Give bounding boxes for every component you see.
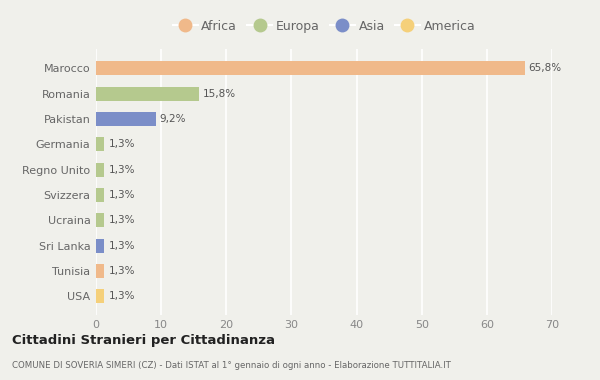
Text: 1,3%: 1,3% — [109, 165, 135, 175]
Bar — [96, 264, 104, 278]
Bar — [96, 138, 104, 151]
Text: 1,3%: 1,3% — [109, 139, 135, 149]
Text: 1,3%: 1,3% — [109, 215, 135, 225]
Text: 1,3%: 1,3% — [109, 241, 135, 251]
Text: 1,3%: 1,3% — [109, 291, 135, 301]
Text: 65,8%: 65,8% — [529, 63, 562, 73]
Bar — [96, 239, 104, 253]
Bar — [96, 87, 199, 101]
Legend: Africa, Europa, Asia, America: Africa, Europa, Asia, America — [167, 15, 481, 38]
Bar — [96, 112, 156, 126]
Bar — [96, 163, 104, 177]
Text: 15,8%: 15,8% — [203, 89, 236, 99]
Text: 1,3%: 1,3% — [109, 266, 135, 276]
Text: COMUNE DI SOVERIA SIMERI (CZ) - Dati ISTAT al 1° gennaio di ogni anno - Elaboraz: COMUNE DI SOVERIA SIMERI (CZ) - Dati IST… — [12, 361, 451, 370]
Bar — [96, 62, 524, 75]
Bar — [96, 188, 104, 202]
Text: Cittadini Stranieri per Cittadinanza: Cittadini Stranieri per Cittadinanza — [12, 334, 275, 347]
Text: 9,2%: 9,2% — [160, 114, 187, 124]
Text: 1,3%: 1,3% — [109, 190, 135, 200]
Bar — [96, 290, 104, 303]
Bar — [96, 214, 104, 227]
